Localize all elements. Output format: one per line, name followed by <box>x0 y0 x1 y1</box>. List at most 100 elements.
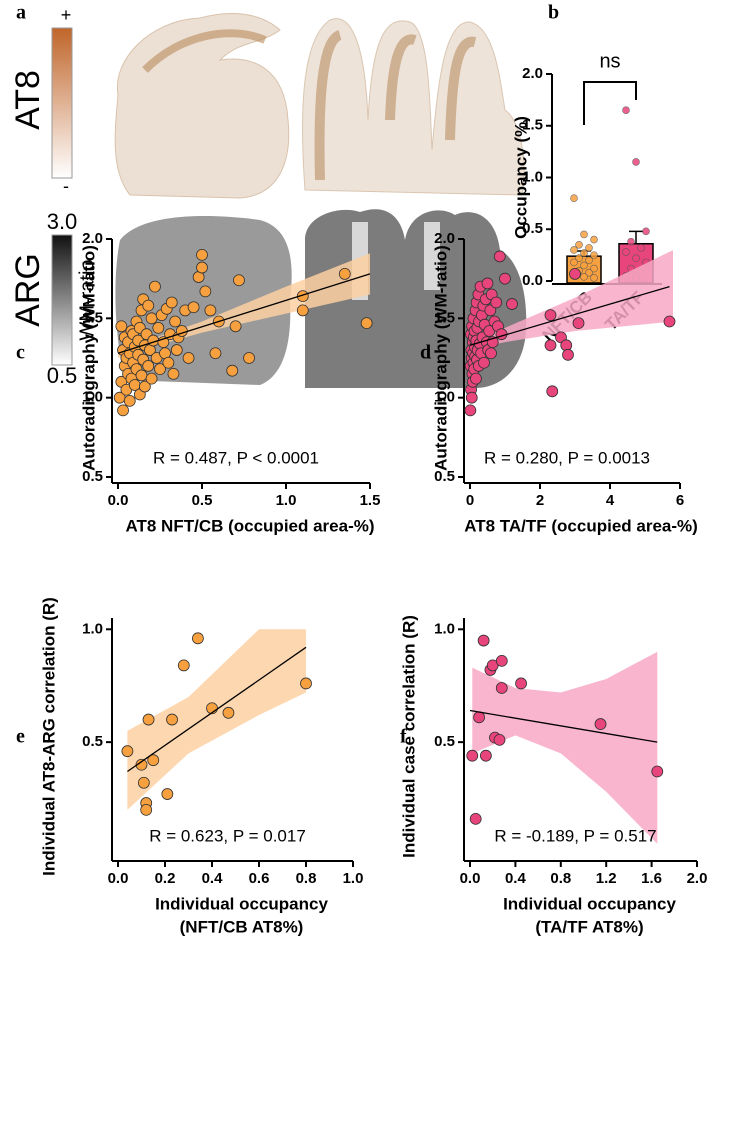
data-point <box>642 227 650 236</box>
data-point <box>495 654 508 667</box>
data-point <box>590 264 598 273</box>
data-point <box>464 404 477 417</box>
x-tick-label: 4 <box>606 492 615 509</box>
x-tick-label: 1.2 <box>596 870 617 887</box>
data-point <box>135 369 148 382</box>
data-point <box>154 363 166 376</box>
data-point <box>481 277 494 290</box>
data-point <box>229 320 242 333</box>
data-point <box>199 285 212 298</box>
data-point <box>473 711 485 724</box>
data-point <box>196 261 208 274</box>
x-tick-label: 0 <box>466 492 474 509</box>
data-point <box>161 788 174 800</box>
data-point <box>469 812 482 825</box>
data-point <box>493 733 506 746</box>
x-axis-label: Individual occupancy <box>155 894 328 913</box>
y-tick-label: 0.5 <box>82 733 103 750</box>
data-point <box>663 315 676 328</box>
x-tick-label: 1.0 <box>343 870 364 887</box>
data-point <box>580 261 588 270</box>
data-point <box>622 106 630 115</box>
data-point <box>575 240 583 249</box>
data-point <box>544 309 557 322</box>
x-tick-label: 0.0 <box>460 870 481 887</box>
y-axis-label: Individual case correlation (R) <box>399 615 418 858</box>
data-point <box>123 394 136 407</box>
panel-label: b <box>548 2 559 24</box>
colorbar-top: + <box>61 5 72 25</box>
data-point <box>490 296 503 309</box>
y-tick-label: 1.0 <box>82 620 103 637</box>
at8-colorbar <box>51 27 73 179</box>
panel-label: c <box>16 342 25 364</box>
data-point <box>162 356 175 369</box>
data-point <box>147 754 160 767</box>
y-tick-label: 0.5 <box>82 468 103 485</box>
data-point <box>632 158 640 166</box>
row-label: AT8 <box>9 70 47 130</box>
data-point <box>115 320 128 333</box>
data-point <box>580 249 588 257</box>
x-axis-label: AT8 NFT/CB (occupied area-%) <box>125 516 374 535</box>
data-point <box>590 251 598 259</box>
x-tick-label: 0.4 <box>505 870 527 887</box>
data-point <box>222 706 235 719</box>
data-point <box>142 360 155 372</box>
data-point <box>243 352 255 364</box>
x-tick-label: 1.0 <box>276 492 297 509</box>
data-point <box>637 244 645 252</box>
x-axis-label: Individual occupancy <box>503 894 676 913</box>
y-tick-label: 1.5 <box>434 309 455 326</box>
y-tick-label: 1.5 <box>82 309 103 326</box>
data-point <box>167 367 180 380</box>
panel-label: e <box>16 726 25 748</box>
y-axis-label: Individual AT8-ARG correlation (R) <box>39 597 58 876</box>
data-point <box>165 296 178 309</box>
data-point <box>585 244 593 252</box>
x-tick-label: 0.6 <box>249 870 270 887</box>
error-bar <box>629 230 643 244</box>
data-point <box>360 317 373 329</box>
data-point <box>632 254 640 263</box>
x-tick-label: 0.0 <box>108 870 129 887</box>
x-tick-label: 1.6 <box>641 870 662 887</box>
annotation: R = -0.189, P = 0.517 <box>494 826 656 845</box>
y-tick-label: 1.5 <box>522 117 543 134</box>
panel-label: f <box>400 726 407 748</box>
data-point <box>145 372 158 385</box>
y-tick-label: 1.0 <box>434 389 455 406</box>
data-point <box>484 304 497 317</box>
data-point <box>627 237 635 246</box>
x-tick-label: 0.4 <box>202 870 224 887</box>
confidence-band <box>472 651 658 844</box>
data-point <box>142 713 155 726</box>
x-axis-label: (NFT/CB AT8%) <box>180 917 304 936</box>
at8-ribbon <box>314 30 477 181</box>
data-point <box>182 352 195 364</box>
data-point <box>204 304 217 317</box>
y-axis-label: Occupancy (%) <box>511 116 530 239</box>
colorbar-tick-label: 0.5 <box>47 363 78 388</box>
x-tick-label: 2 <box>536 492 544 509</box>
y-tick-label: 0.5 <box>434 733 455 750</box>
data-point <box>560 339 573 352</box>
x-tick-label: 0.8 <box>550 870 571 887</box>
x-tick-label: 6 <box>676 492 684 509</box>
data-point <box>187 301 200 314</box>
data-point <box>651 765 664 778</box>
data-point <box>465 391 478 404</box>
arg-colorbar <box>51 234 73 366</box>
at8-ribbon <box>142 29 267 73</box>
confidence-band <box>127 629 307 810</box>
data-point <box>572 317 585 329</box>
data-point <box>142 299 155 312</box>
data-point <box>479 749 492 762</box>
y-tick-label: 0.5 <box>434 468 455 485</box>
data-point <box>562 348 574 361</box>
data-point <box>145 312 158 325</box>
data-point <box>495 328 508 341</box>
fit-line <box>469 285 670 346</box>
colorbar-label: WM-ratio <box>76 259 98 340</box>
